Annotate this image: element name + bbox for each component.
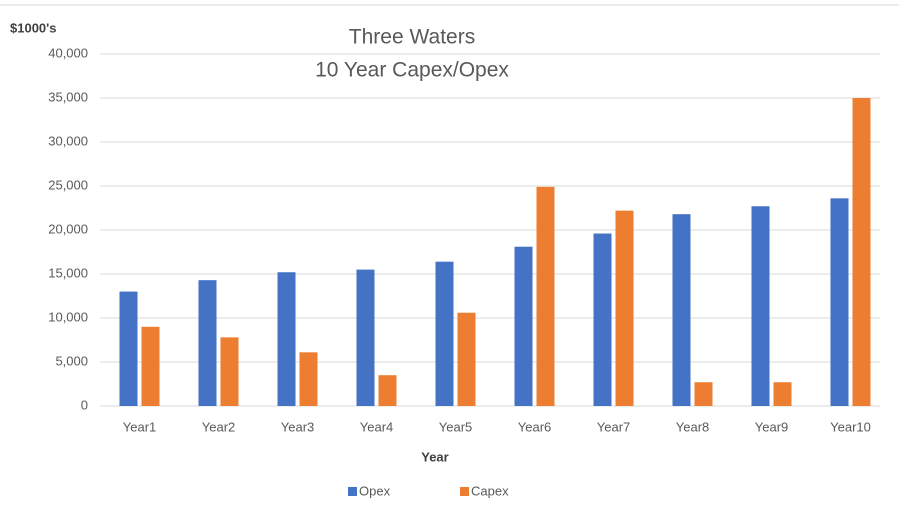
bar — [852, 98, 871, 406]
bar — [672, 214, 691, 406]
y-axis-label: $1000's — [10, 20, 56, 35]
y-tick-label: 35,000 — [48, 89, 88, 104]
x-tick-label: Year1 — [123, 419, 157, 434]
x-tick-label: Year3 — [281, 419, 315, 434]
bar — [299, 352, 318, 406]
x-tick-label: Year10 — [830, 419, 871, 434]
y-tick-label: 30,000 — [48, 133, 88, 148]
bar — [593, 233, 612, 406]
legend-swatch — [460, 487, 469, 496]
y-tick-label: 20,000 — [48, 221, 88, 236]
legend-label: Capex — [471, 483, 509, 498]
bar — [457, 312, 476, 406]
y-tick-label: 25,000 — [48, 177, 88, 192]
bar — [694, 382, 713, 406]
bar — [514, 246, 533, 406]
legend-swatch — [348, 487, 357, 496]
bar — [277, 272, 296, 406]
chart-subtitle: 10 Year Capex/Opex — [315, 59, 509, 82]
bar — [615, 210, 634, 406]
y-tick-label: 40,000 — [48, 45, 88, 60]
x-tick-label: Year6 — [518, 419, 552, 434]
x-tick-label: Year9 — [755, 419, 789, 434]
x-axis-label: Year — [421, 449, 448, 464]
x-tick-label: Year7 — [597, 419, 631, 434]
bar — [830, 198, 849, 406]
bar — [751, 206, 770, 406]
y-tick-label: 10,000 — [48, 309, 88, 324]
bar — [220, 337, 239, 406]
bar — [198, 280, 217, 406]
bar — [536, 186, 555, 406]
legend-label: Opex — [359, 483, 391, 498]
y-tick-label: 5,000 — [55, 353, 88, 368]
y-tick-label: 0 — [81, 397, 88, 412]
bar — [119, 291, 138, 406]
x-tick-label: Year5 — [439, 419, 473, 434]
x-tick-label: Year4 — [360, 419, 394, 434]
x-tick-label: Year8 — [676, 419, 710, 434]
chart-title: Three Waters — [349, 26, 475, 49]
x-tick-label: Year2 — [202, 419, 236, 434]
bar — [356, 269, 375, 406]
y-tick-label: 15,000 — [48, 265, 88, 280]
bar — [435, 261, 454, 406]
bar — [773, 382, 792, 406]
bar — [141, 326, 160, 406]
bar — [378, 375, 397, 406]
